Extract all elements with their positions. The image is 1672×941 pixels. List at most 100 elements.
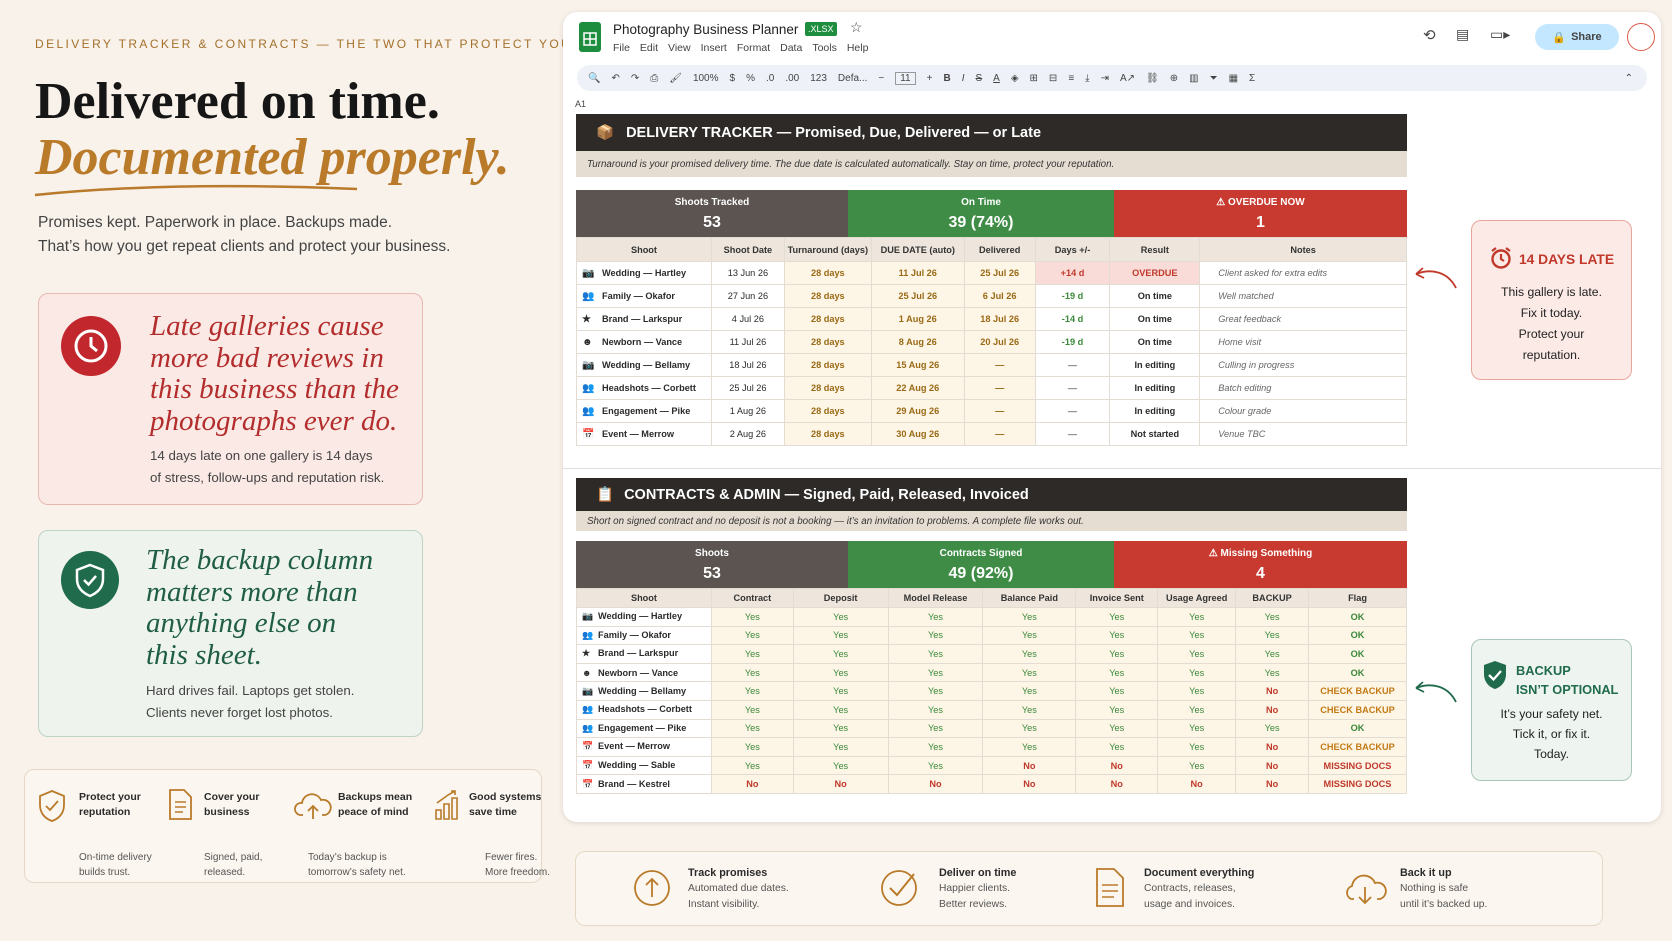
cell-model-release[interactable]: Yes xyxy=(887,737,984,757)
cell-shoot-date[interactable]: 4 Jul 26 xyxy=(710,307,785,331)
cell-turnaround[interactable]: 28 days xyxy=(783,284,872,308)
paint-format-icon[interactable]: 🖌 xyxy=(669,72,682,84)
cell-days-diff[interactable]: -14 d xyxy=(1034,307,1111,331)
cell-model-release[interactable]: Yes xyxy=(887,644,984,664)
cell-usage-agreed[interactable]: Yes xyxy=(1157,737,1237,757)
cell-due-date[interactable]: 15 Aug 26 xyxy=(870,353,965,377)
cell-invoice-sent[interactable]: Yes xyxy=(1075,681,1159,701)
cell-invoice-sent[interactable]: Yes xyxy=(1075,737,1159,757)
cell-deposit[interactable]: Yes xyxy=(792,625,889,646)
font-size-input[interactable]: 11 xyxy=(895,71,916,85)
cell-deposit[interactable]: Yes xyxy=(792,718,889,739)
rotate-icon[interactable]: A↗ xyxy=(1119,72,1136,84)
cell-invoice-sent[interactable]: Yes xyxy=(1075,699,1159,720)
fill-color-icon[interactable]: ◈ xyxy=(1010,72,1019,84)
delivery-row[interactable]: 📅 Event — Merrow 2 Aug 26 28 days 30 Aug 26—… xyxy=(576,422,1407,446)
cell-due-date[interactable]: 22 Aug 26 xyxy=(870,376,965,400)
contracts-row[interactable]: 👥 Headshots — Corbett Yes Yes Yes Yes Yes Yes No… xyxy=(576,699,1407,720)
comment-icon[interactable]: ▤ xyxy=(1456,26,1470,42)
cell-notes[interactable]: Venue TBC xyxy=(1199,422,1407,446)
cell-shoot[interactable]: 📅 Event — Merrow xyxy=(576,737,712,757)
cell-notes[interactable]: Colour grade xyxy=(1199,399,1407,423)
col-flag[interactable]: Flag xyxy=(1308,588,1407,608)
cell-backup[interactable]: No xyxy=(1235,755,1310,776)
font-select[interactable]: Defa... xyxy=(837,72,868,84)
cell-shoot[interactable]: 📷 Wedding — Bellamy xyxy=(576,681,712,701)
cell-shoot-date[interactable]: 11 Jul 26 xyxy=(710,330,785,354)
italic-icon[interactable]: I xyxy=(961,72,965,84)
cell-model-release[interactable]: Yes xyxy=(887,681,984,701)
cell-shoot[interactable]: 👥 Family — Okafor xyxy=(576,625,712,646)
avatar[interactable] xyxy=(1627,23,1655,51)
cell-backup[interactable]: Yes xyxy=(1235,718,1310,739)
cell-shoot[interactable]: ★ Brand — Larkspur xyxy=(576,307,712,331)
cell-usage-agreed[interactable]: Yes xyxy=(1157,625,1237,646)
bold-icon[interactable]: B xyxy=(943,72,951,84)
cell-usage-agreed[interactable]: Yes xyxy=(1157,644,1237,664)
cell-turnaround[interactable]: 28 days xyxy=(783,353,872,377)
cell-flag[interactable]: OK xyxy=(1308,625,1407,646)
strikethrough-icon[interactable]: S xyxy=(975,72,983,84)
col-contract[interactable]: Contract xyxy=(710,588,794,608)
col-invoice-sent[interactable]: Invoice Sent xyxy=(1075,588,1159,608)
cell-deposit[interactable]: Yes xyxy=(792,699,889,720)
increase-decimal-icon[interactable]: .00 xyxy=(785,72,800,84)
history-icon[interactable]: ⟲ xyxy=(1423,27,1436,44)
cell-invoice-sent[interactable]: Yes xyxy=(1075,644,1159,664)
cell-turnaround[interactable]: 28 days xyxy=(783,261,872,285)
number-format-icon[interactable]: 123 xyxy=(810,72,827,84)
cell-notes[interactable]: Home visit xyxy=(1199,330,1407,354)
contracts-row[interactable]: 📷 Wedding — Hartley Yes Yes Yes Yes Yes Yes Yes O… xyxy=(576,607,1407,627)
cell-delivered[interactable]: 20 Jul 26 xyxy=(963,330,1036,354)
cell-due-date[interactable]: 29 Aug 26 xyxy=(870,399,965,423)
cell-usage-agreed[interactable]: No xyxy=(1157,774,1237,794)
cell-shoot[interactable]: ☻ Newborn — Vance xyxy=(576,662,712,683)
contracts-row[interactable]: 👥 Family — Okafor Yes Yes Yes Yes Yes Yes Yes OK xyxy=(576,625,1407,646)
cell-contract[interactable]: Yes xyxy=(710,718,794,739)
menu-help[interactable]: Help xyxy=(846,42,869,54)
cell-shoot[interactable]: 📷 Wedding — Bellamy xyxy=(576,353,712,377)
text-color-icon[interactable]: A xyxy=(993,72,1000,84)
cell-usage-agreed[interactable]: Yes xyxy=(1157,607,1237,627)
cell-shoot-date[interactable]: 1 Aug 26 xyxy=(710,399,785,423)
col-deposit[interactable]: Deposit xyxy=(792,588,889,608)
cell-shoot[interactable]: 📅 Event — Merrow xyxy=(576,422,712,446)
menu-tools[interactable]: Tools xyxy=(812,42,837,54)
contracts-row[interactable]: ☻ Newborn — Vance Yes Yes Yes Yes Yes Yes Yes OK xyxy=(576,662,1407,683)
cell-backup[interactable]: Yes xyxy=(1235,644,1310,664)
contracts-row[interactable]: 📅 Wedding — Sable Yes Yes Yes No No Yes No MISSIN… xyxy=(576,755,1407,776)
cell-result[interactable]: In editing xyxy=(1109,376,1201,400)
filter-icon[interactable]: ⏷ xyxy=(1209,72,1218,84)
functions-icon[interactable]: Σ xyxy=(1249,72,1256,84)
cell-contract[interactable]: Yes xyxy=(710,625,794,646)
cell-due-date[interactable]: 1 Aug 26 xyxy=(870,307,965,331)
col-delivered[interactable]: Delivered xyxy=(963,237,1036,262)
cell-flag[interactable]: OK xyxy=(1308,718,1407,739)
cell-usage-agreed[interactable]: Yes xyxy=(1157,699,1237,720)
cell-shoot-date[interactable]: 27 Jun 26 xyxy=(710,284,785,308)
cell-flag[interactable]: CHECK BACKUP xyxy=(1308,699,1407,720)
cell-result[interactable]: Not started xyxy=(1109,422,1201,446)
cell-usage-agreed[interactable]: Yes xyxy=(1157,662,1237,683)
cell-days-diff[interactable]: +14 d xyxy=(1034,261,1111,285)
currency-icon[interactable]: $ xyxy=(729,72,736,84)
menu-format[interactable]: Format xyxy=(736,42,771,54)
cell-model-release[interactable]: Yes xyxy=(887,625,984,646)
cell-result[interactable]: On time xyxy=(1109,307,1201,331)
col-shoot[interactable]: Shoot xyxy=(576,588,712,608)
cell-deposit[interactable]: Yes xyxy=(792,644,889,664)
collapse-toolbar-icon[interactable]: ⌃ xyxy=(1624,72,1633,84)
delivery-row[interactable]: 👥 Family — Okafor 27 Jun 26 28 days 25 Jul 2… xyxy=(576,284,1407,308)
col-notes[interactable]: Notes xyxy=(1199,237,1407,262)
insert-chart-icon[interactable]: ▥ xyxy=(1189,72,1199,84)
cell-turnaround[interactable]: 28 days xyxy=(783,399,872,423)
cell-delivered[interactable]: — xyxy=(963,376,1036,400)
valign-icon[interactable]: ⤓ xyxy=(1085,72,1090,84)
col-model-release[interactable]: Model Release xyxy=(887,588,984,608)
menu-edit[interactable]: Edit xyxy=(639,42,659,54)
undo-icon[interactable]: ↶ xyxy=(611,72,620,84)
cell-contract[interactable]: Yes xyxy=(710,662,794,683)
cell-notes[interactable]: Great feedback xyxy=(1199,307,1407,331)
print-icon[interactable]: ⎙ xyxy=(650,72,659,84)
col-shoot[interactable]: Shoot xyxy=(576,237,712,262)
